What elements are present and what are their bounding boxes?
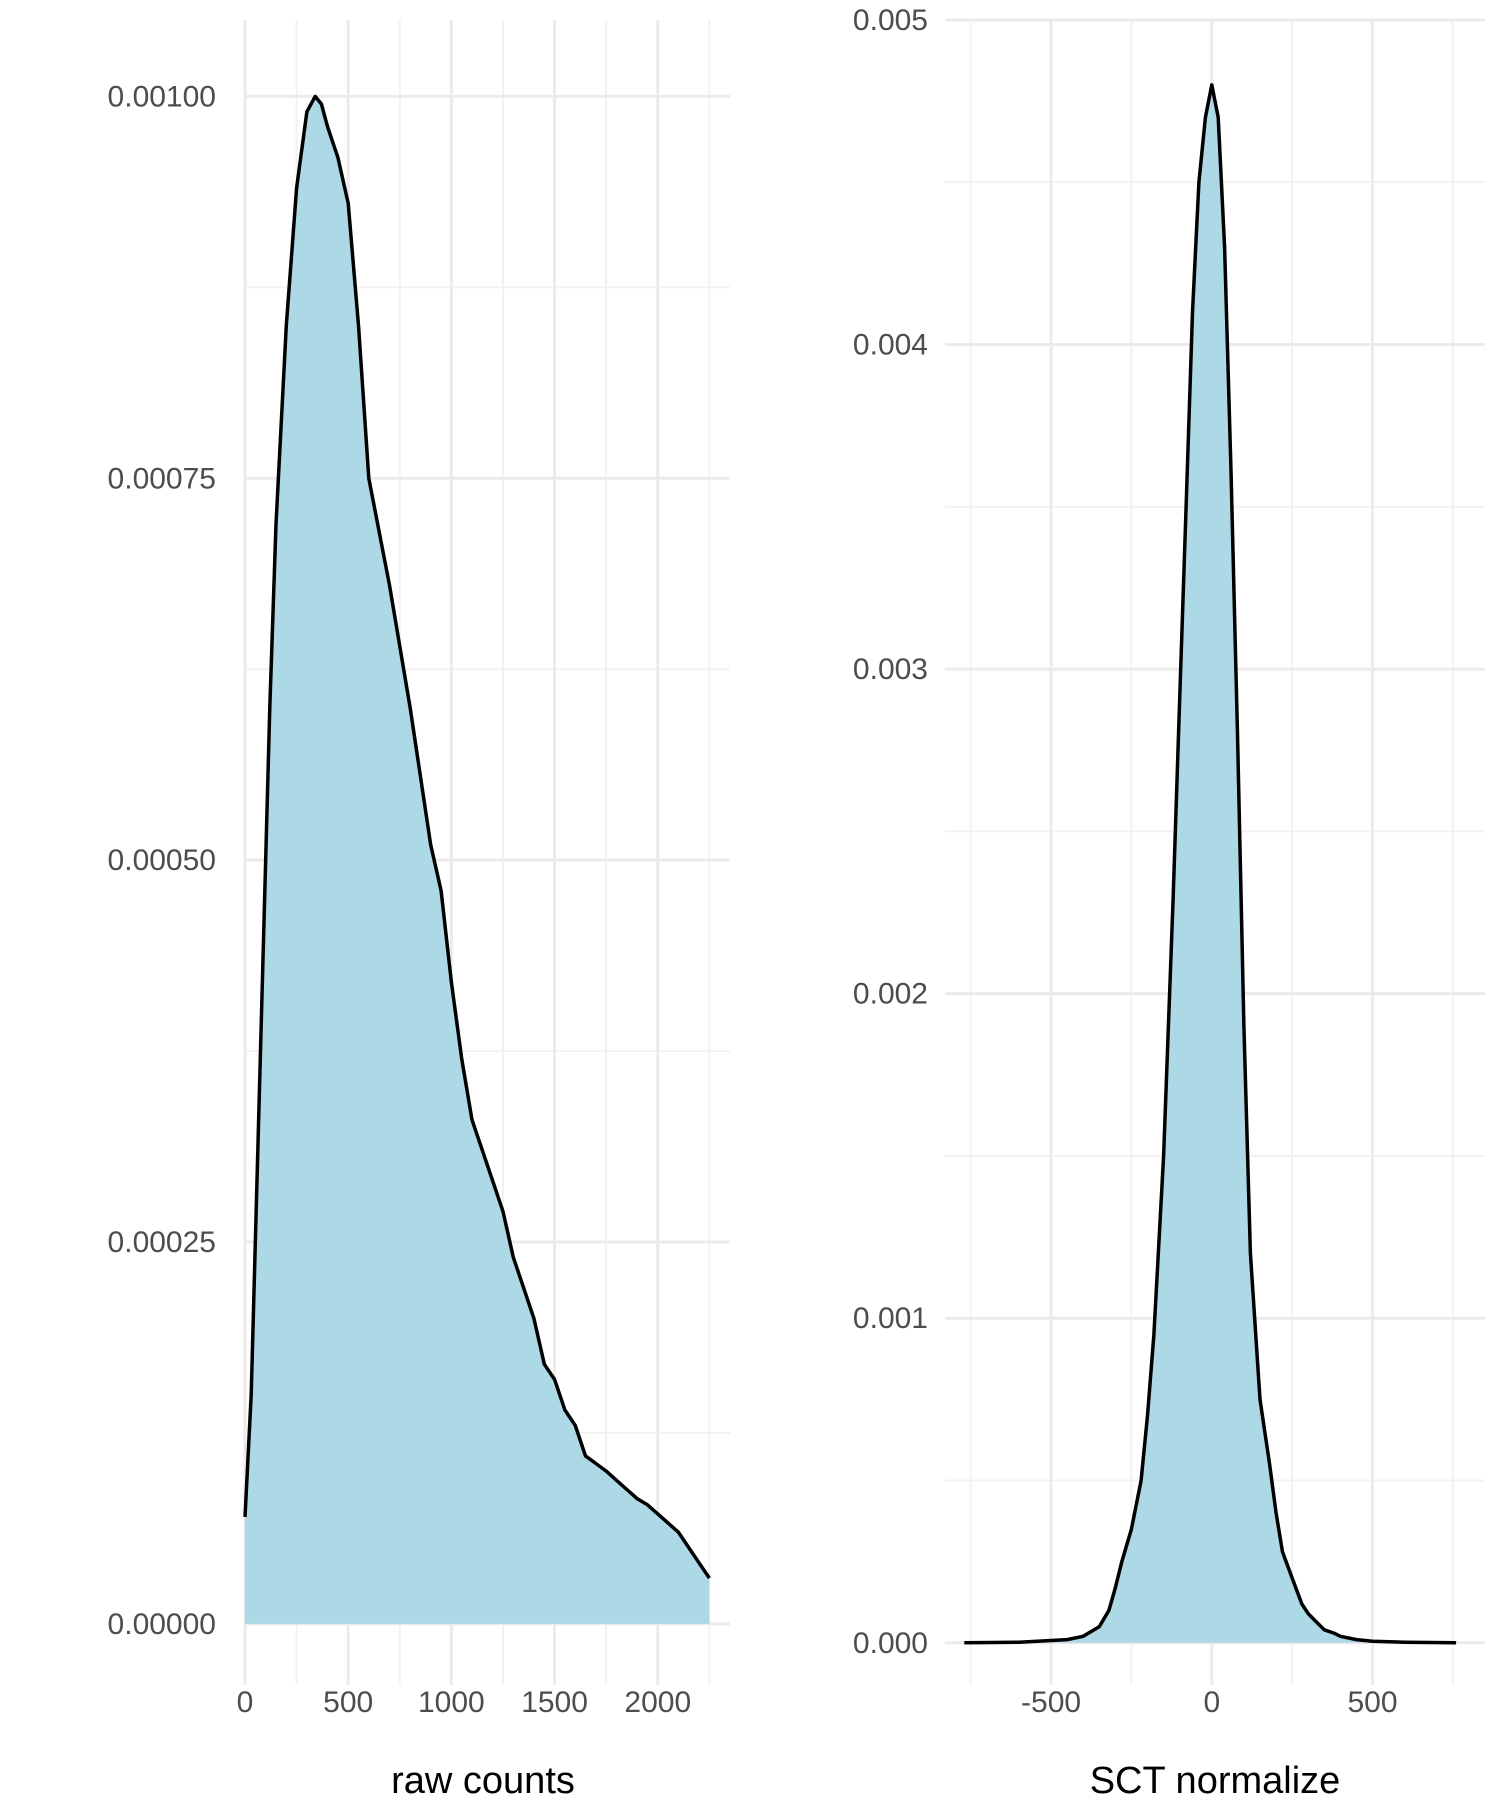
- x-axis-sct-normalize: -500 0 500: [1021, 1686, 1397, 1719]
- y-tick-label: 0.000: [853, 1627, 928, 1660]
- y-axis-sct-normalize: 0.000 0.001 0.002 0.003 0.004 0.005: [853, 4, 928, 1660]
- x-tick-label: 0: [1203, 1686, 1220, 1719]
- x-tick-label: 500: [1347, 1686, 1397, 1719]
- y-tick-label: 0.005: [853, 4, 928, 37]
- x-tick-label: 0: [237, 1686, 254, 1719]
- y-tick-label: 0.004: [853, 329, 928, 362]
- density-area-raw-counts: [243, 94, 711, 1624]
- y-tick-label: 0.00050: [108, 844, 216, 877]
- y-tick-label: 0.00025: [108, 1226, 216, 1259]
- panel-raw-counts: 0.00000 0.00025 0.00050 0.00075 0.00100 0 500…: [108, 20, 730, 1800]
- x-axis-title-sct-normalize: SCT normalize: [1090, 1760, 1341, 1800]
- y-tick-label: 0.003: [853, 653, 928, 686]
- x-axis-title-raw-counts: raw counts: [391, 1760, 575, 1800]
- y-axis-raw-counts: 0.00000 0.00025 0.00050 0.00075 0.00100: [108, 80, 216, 1641]
- density-line: [964, 83, 1457, 1645]
- y-tick-label: 0.00100: [108, 80, 216, 113]
- y-tick-label: 0.001: [853, 1302, 928, 1335]
- x-tick-label: 1000: [418, 1686, 485, 1719]
- y-tick-label: 0.002: [853, 978, 928, 1011]
- density-fill: [245, 96, 710, 1624]
- y-tick-label: 0.00075: [108, 462, 216, 495]
- x-tick-label: -500: [1021, 1686, 1081, 1719]
- x-axis-raw-counts: 0 500 1000 1500 2000: [237, 1686, 691, 1719]
- x-tick-label: 2000: [624, 1686, 691, 1719]
- density-area-sct-normalize: [964, 83, 1457, 1645]
- x-tick-label: 500: [323, 1686, 373, 1719]
- density-line: [243, 94, 711, 1580]
- density-fill: [964, 84, 1457, 1643]
- y-tick-label: 0.00000: [108, 1608, 216, 1641]
- x-tick-label: 1500: [521, 1686, 588, 1719]
